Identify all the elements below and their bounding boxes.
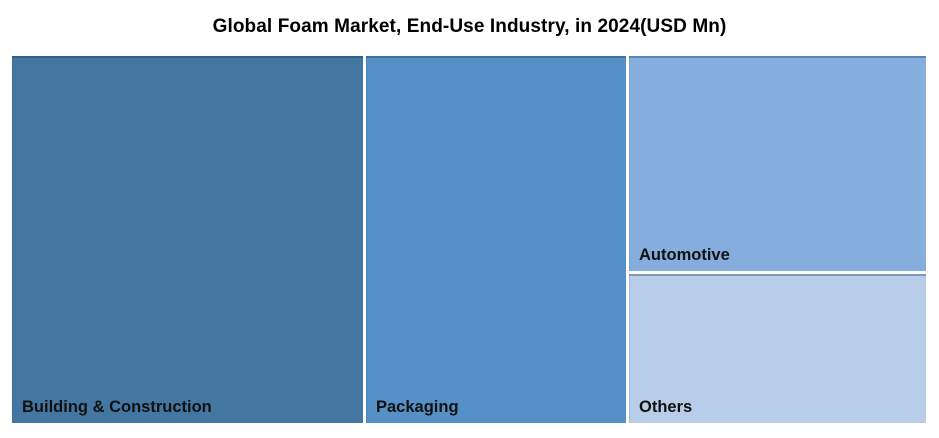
treemap-cell-automotive: Automotive xyxy=(629,56,926,271)
cell-label-packaging: Packaging xyxy=(376,398,459,416)
treemap: Building & Construction Packaging Automo… xyxy=(12,56,926,423)
cell-label-automotive: Automotive xyxy=(639,246,730,264)
treemap-cell-packaging: Packaging xyxy=(366,56,626,423)
cell-label-others: Others xyxy=(639,398,693,416)
treemap-cell-building-construction: Building & Construction xyxy=(12,56,363,423)
cell-label-building-construction: Building & Construction xyxy=(22,398,212,416)
treemap-cell-others: Others xyxy=(629,274,926,423)
chart-title: Global Foam Market, End-Use Industry, in… xyxy=(212,16,727,37)
